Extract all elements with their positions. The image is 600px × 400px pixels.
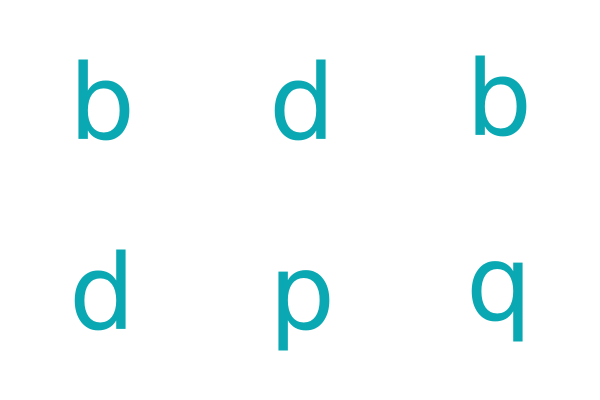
letter-row2-col1: d [68, 232, 135, 354]
letter-row1-col1: b [68, 42, 135, 164]
letter-row2-col2: p [268, 232, 335, 354]
letter-row1-col3: b [465, 38, 532, 160]
letter-row1-col2: d [268, 42, 335, 164]
letter-row2-col3: q [465, 223, 532, 345]
